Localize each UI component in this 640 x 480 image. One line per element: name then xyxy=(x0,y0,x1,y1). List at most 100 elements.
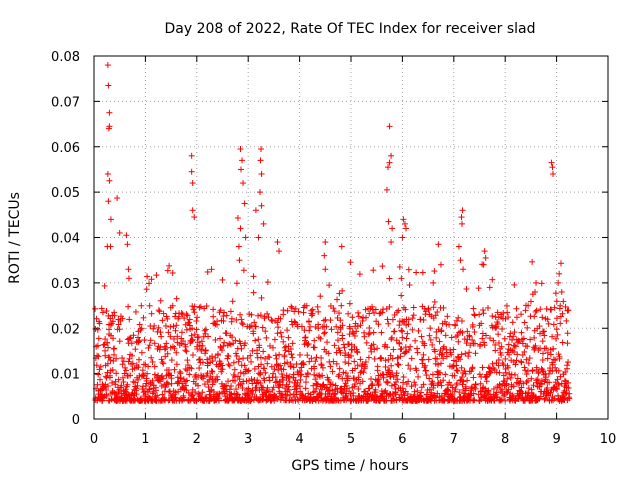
data-point xyxy=(379,263,386,270)
data-point xyxy=(119,315,126,322)
data-point xyxy=(418,333,425,340)
data-point xyxy=(354,349,361,356)
y-tick-label: 0.01 xyxy=(51,368,80,383)
data-point xyxy=(153,272,160,279)
data-point xyxy=(443,353,450,360)
data-point xyxy=(554,376,561,383)
data-point xyxy=(149,358,156,365)
data-point xyxy=(247,352,254,359)
data-point xyxy=(477,341,484,348)
data-point xyxy=(425,356,432,363)
data-point xyxy=(357,356,364,363)
data-point xyxy=(191,331,198,338)
data-point xyxy=(335,337,342,344)
data-point xyxy=(361,363,368,370)
data-point xyxy=(495,362,502,369)
data-point xyxy=(214,318,221,325)
data-point xyxy=(138,302,145,309)
data-point xyxy=(553,335,560,342)
data-point xyxy=(543,345,550,352)
data-point xyxy=(305,318,312,325)
data-point xyxy=(561,377,568,384)
data-point xyxy=(459,207,466,214)
data-point xyxy=(427,325,434,332)
data-point xyxy=(372,306,379,313)
data-point xyxy=(238,345,245,352)
data-point xyxy=(193,318,200,325)
data-point xyxy=(429,371,436,378)
data-point xyxy=(402,306,409,313)
data-point xyxy=(371,310,378,317)
data-point xyxy=(103,391,110,398)
data-point xyxy=(489,313,496,320)
data-point xyxy=(111,345,118,352)
data-point xyxy=(164,379,171,386)
data-point xyxy=(311,344,318,351)
data-point xyxy=(420,381,427,388)
data-point xyxy=(455,314,462,321)
data-point xyxy=(461,368,468,375)
data-point xyxy=(115,376,122,383)
data-point xyxy=(351,358,358,365)
data-point xyxy=(458,364,465,371)
data-point xyxy=(506,351,513,358)
data-point xyxy=(138,349,145,356)
data-point xyxy=(278,371,285,378)
data-point xyxy=(393,370,400,377)
data-point xyxy=(227,308,234,315)
data-point xyxy=(173,361,180,368)
data-point xyxy=(113,355,120,362)
data-point xyxy=(560,298,567,305)
data-point xyxy=(95,335,102,342)
data-point xyxy=(319,372,326,379)
plot-frame xyxy=(93,55,609,420)
data-point xyxy=(433,334,440,341)
data-point xyxy=(480,310,487,317)
data-point xyxy=(145,363,152,370)
data-point xyxy=(434,390,441,397)
data-point xyxy=(314,303,321,310)
data-point xyxy=(532,288,539,295)
data-point xyxy=(420,316,427,323)
data-point xyxy=(266,377,273,384)
data-point xyxy=(559,310,566,317)
data-point xyxy=(98,305,105,312)
data-point xyxy=(248,322,255,329)
data-point xyxy=(329,381,336,388)
data-point xyxy=(525,360,532,367)
data-point xyxy=(355,313,362,320)
data-point xyxy=(119,361,126,368)
data-point xyxy=(104,369,111,376)
data-point xyxy=(126,316,133,323)
data-point xyxy=(287,391,294,398)
data-point xyxy=(346,341,353,348)
data-point xyxy=(446,321,453,328)
data-point xyxy=(298,371,305,378)
data-point xyxy=(209,381,216,388)
data-point xyxy=(417,392,424,399)
data-point xyxy=(361,333,368,340)
data-point xyxy=(258,146,265,153)
data-point xyxy=(398,275,405,282)
data-point xyxy=(440,343,447,350)
data-point xyxy=(285,386,292,393)
y-tick-label: 0.05 xyxy=(51,186,80,201)
data-point xyxy=(557,320,564,327)
data-point xyxy=(217,335,224,342)
data-point xyxy=(484,304,491,311)
data-point xyxy=(399,385,406,392)
data-point xyxy=(423,372,430,379)
data-point xyxy=(403,348,410,355)
data-point xyxy=(106,177,113,184)
data-point xyxy=(277,315,284,322)
data-point xyxy=(320,381,327,388)
data-point xyxy=(459,220,466,227)
data-point xyxy=(107,243,114,250)
data-point xyxy=(338,243,345,250)
data-point xyxy=(396,263,403,270)
data-point xyxy=(492,324,499,331)
data-point xyxy=(111,312,118,319)
data-point xyxy=(124,381,131,388)
data-point xyxy=(523,371,530,378)
data-point xyxy=(354,323,361,330)
